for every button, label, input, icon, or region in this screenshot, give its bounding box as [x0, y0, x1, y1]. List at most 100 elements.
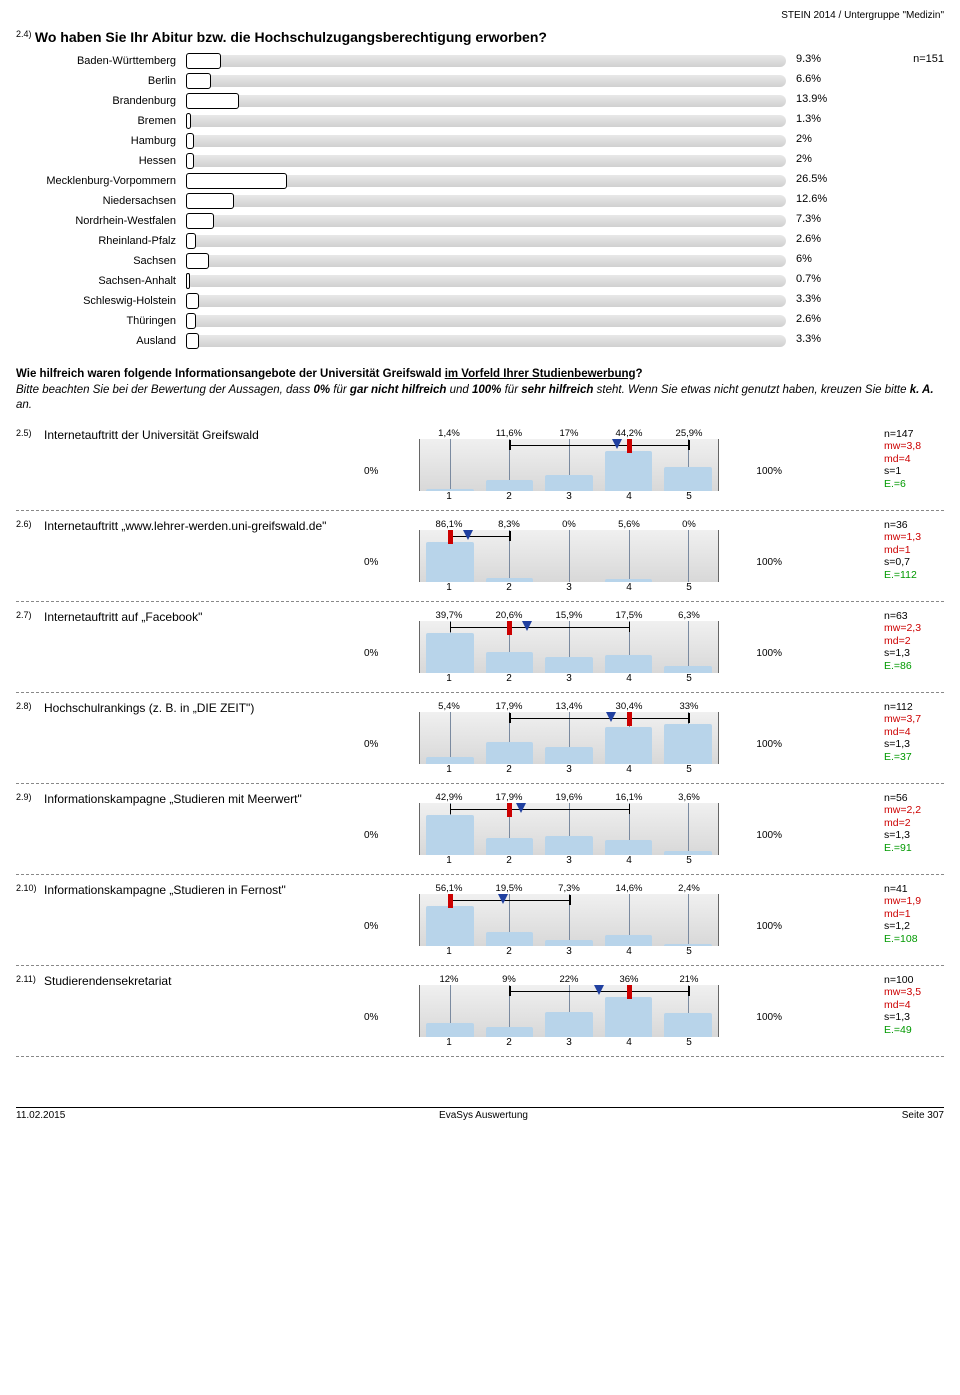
hbar-track: 9.3%	[186, 53, 786, 69]
hbar-label: Nordrhein-Westfalen	[16, 215, 186, 227]
median-marker	[507, 803, 512, 817]
likert-chart: 39,7%20,6%15,9%17,5%6,3%12345	[419, 610, 719, 684]
hbar-track: 12.6%	[186, 193, 786, 209]
q24-n: n=151	[913, 53, 944, 65]
whisker-line	[450, 536, 510, 538]
gridline	[688, 530, 689, 582]
axis-100pct: 100%	[756, 466, 782, 477]
dist-bar	[486, 578, 534, 582]
likert-chart-wrap: 0%100%39,7%20,6%15,9%17,5%6,3%12345	[394, 610, 744, 684]
hbar-row: Brandenburg13.9%	[16, 93, 944, 109]
hbar-track: 3.3%	[186, 293, 786, 309]
whisker-cap	[509, 986, 511, 996]
hbar-row: Rheinland-Pfalz 2.6%	[16, 233, 944, 249]
hbar-track: 0.7%	[186, 273, 786, 289]
hbar-label: Sachsen-Anhalt	[16, 275, 186, 287]
hbar-box	[186, 113, 191, 129]
whisker-line	[450, 900, 569, 902]
stat-s: s=1,3	[884, 647, 944, 660]
hbar-box	[186, 293, 199, 309]
stat-e: E.=108	[884, 933, 944, 946]
hbar-box	[186, 133, 194, 149]
pct-row: 86,1%8,3%0%5,6%0%	[419, 519, 719, 530]
hbar-label: Ausland	[16, 335, 186, 347]
pct-label: 0%	[539, 519, 599, 530]
hbar-track: 2.6%	[186, 313, 786, 329]
axis-row: 12345	[419, 764, 719, 775]
axis-tick: 5	[659, 673, 719, 684]
axis-tick: 4	[599, 1037, 659, 1048]
stats-block: n=41mw=1,9md=1s=1,2E.=108	[864, 883, 944, 946]
hbar-label: Bremen	[16, 115, 186, 127]
mean-marker	[498, 894, 508, 904]
likert-chart-wrap: 0%100%5,4%17,9%13,4%30,4%33%12345	[394, 701, 744, 775]
likert-row: 2.5)Internetauftritt der Universität Gre…	[16, 420, 944, 511]
axis-tick: 3	[539, 1037, 599, 1048]
hbar-row: Sachsen-Anhalt0.7%	[16, 273, 944, 289]
hbar-row: Thüringen2.6%	[16, 313, 944, 329]
axis-row: 12345	[419, 1037, 719, 1048]
pct-label: 20,6%	[479, 610, 539, 621]
likert-qtext: Internetauftritt der Universität Greifsw…	[44, 428, 394, 442]
hbar-box	[186, 53, 221, 69]
intro-2e: und	[446, 384, 472, 396]
stat-s: s=1	[884, 465, 944, 478]
mean-marker	[606, 712, 616, 722]
pct-label: 14,6%	[599, 883, 659, 894]
hbar-label: Rheinland-Pfalz	[16, 235, 186, 247]
pct-row: 5,4%17,9%13,4%30,4%33%	[419, 701, 719, 712]
intro-2j: k. A.	[910, 384, 934, 396]
hbar-box	[186, 93, 239, 109]
pct-label: 36%	[599, 974, 659, 985]
gridline	[688, 894, 689, 946]
whisker-cap	[450, 804, 452, 814]
stat-md: md=2	[884, 817, 944, 830]
whisker-cap	[688, 713, 690, 723]
intro-2i: steht. Wenn Sie etwas nicht genutzt habe…	[593, 384, 909, 396]
axis-100pct: 100%	[756, 830, 782, 841]
gridline	[569, 530, 570, 582]
pct-label: 5,6%	[599, 519, 659, 530]
likert-row: 2.11)Studierendensekretariat0%100%12%9%2…	[16, 966, 944, 1057]
stats-block: n=112mw=3,7md=4s=1,3E.=37	[864, 701, 944, 764]
pct-label: 19,5%	[479, 883, 539, 894]
stat-n: n=112	[884, 701, 944, 714]
whisker-line	[509, 718, 688, 720]
likert-chart: 12%9%22%36%21% 12345	[419, 974, 719, 1048]
stat-s: s=1,3	[884, 829, 944, 842]
stat-n: n=41	[884, 883, 944, 896]
hbar-bg	[186, 235, 786, 247]
hbar-row: Berlin6.6%	[16, 73, 944, 89]
axis-tick: 4	[599, 582, 659, 593]
axis-tick: 1	[419, 855, 479, 866]
stat-mw: mw=3,5	[884, 986, 944, 999]
pct-label: 86,1%	[419, 519, 479, 530]
hbar-value: 2.6%	[796, 233, 846, 245]
stat-mw: mw=1,3	[884, 531, 944, 544]
gridline	[450, 439, 451, 491]
axis-tick: 2	[479, 1037, 539, 1048]
axis-tick: 5	[659, 855, 719, 866]
likert-qnum: 2.11)	[16, 974, 44, 984]
axis-0pct: 0%	[364, 921, 378, 932]
axis-0pct: 0%	[364, 648, 378, 659]
axis-tick: 1	[419, 491, 479, 502]
pct-label: 17,9%	[479, 701, 539, 712]
pct-row: 12%9%22%36%21%	[419, 974, 719, 985]
dist-bar	[605, 655, 653, 673]
dist-bar	[426, 1023, 474, 1036]
hbar-value: 7.3%	[796, 213, 846, 225]
pct-label: 5,4%	[419, 701, 479, 712]
hbar-bg	[186, 115, 786, 127]
hbar-label: Mecklenburg-Vorpommern	[16, 175, 186, 187]
stat-n: n=36	[884, 519, 944, 532]
median-marker	[507, 621, 512, 635]
dist-bar	[605, 935, 653, 945]
axis-100pct: 100%	[756, 557, 782, 568]
stat-n: n=100	[884, 974, 944, 987]
pct-label: 17%	[539, 428, 599, 439]
hbar-bg	[186, 55, 786, 67]
hbar-track: 7.3%	[186, 213, 786, 229]
whisker-cap	[509, 440, 511, 450]
pct-label: 39,7%	[419, 610, 479, 621]
